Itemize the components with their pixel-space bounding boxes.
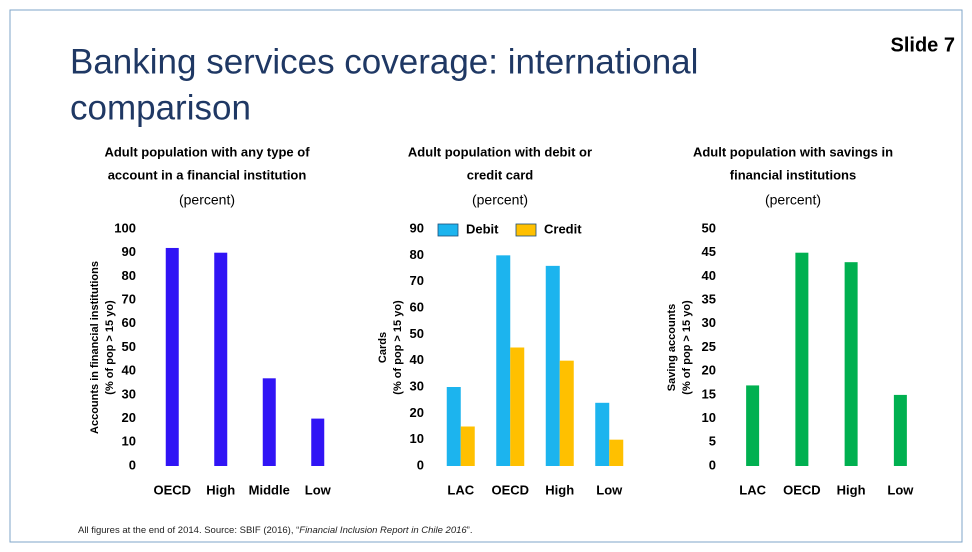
- x-tick-label: Low: [305, 482, 332, 497]
- y-tick-label: 5: [709, 434, 716, 449]
- x-tick-label: High: [206, 482, 235, 497]
- chart-title: financial institutions: [730, 167, 856, 182]
- y-tick-label: 30: [122, 386, 136, 401]
- bar: [262, 378, 276, 466]
- legend-label: Credit: [544, 221, 582, 236]
- y-axis-label: Accounts in financial institutions: [89, 261, 101, 434]
- bar: [460, 426, 475, 466]
- slide-title: comparison: [70, 88, 251, 127]
- legend-swatch: [437, 223, 459, 237]
- y-axis-label: Cards: [377, 332, 389, 363]
- y-tick-label: 30: [410, 378, 424, 393]
- y-axis-label: (% of pop > 15 yo): [392, 300, 404, 395]
- y-axis-label: (% of pop > 15 yo): [104, 300, 116, 395]
- bar: [214, 252, 228, 466]
- chart-subtitle: (percent): [179, 192, 235, 208]
- y-tick-label: 100: [114, 220, 136, 235]
- y-tick-label: 70: [410, 273, 424, 288]
- x-tick-label: Middle: [249, 482, 290, 497]
- bar: [844, 262, 858, 466]
- y-tick-label: 90: [410, 220, 424, 235]
- y-tick-label: 70: [122, 292, 136, 307]
- x-tick-label: Low: [596, 482, 623, 497]
- y-tick-label: 0: [417, 457, 424, 472]
- chart-title: Adult population with savings in: [693, 144, 893, 159]
- bar: [446, 387, 461, 466]
- bar: [595, 402, 610, 466]
- y-tick-label: 35: [702, 292, 716, 307]
- slide-border: [9, 9, 963, 543]
- y-tick-label: 20: [122, 410, 136, 425]
- x-tick-label: LAC: [447, 482, 474, 497]
- y-tick-label: 0: [709, 457, 716, 472]
- bar: [496, 255, 511, 466]
- y-tick-label: 10: [410, 431, 424, 446]
- x-tick-label: High: [837, 482, 866, 497]
- y-tick-label: 90: [122, 244, 136, 259]
- y-tick-label: 45: [702, 244, 716, 259]
- y-tick-label: 50: [702, 220, 716, 235]
- y-tick-label: 80: [410, 247, 424, 262]
- bar: [559, 360, 574, 466]
- y-tick-label: 10: [702, 410, 716, 425]
- chart-subtitle: (percent): [765, 192, 821, 208]
- footnote-italic: Financial Inclusion Report in Chile 2016: [299, 525, 467, 536]
- footnote-text: ”.: [466, 525, 473, 536]
- slide-label: Slide 7: [891, 34, 955, 56]
- bar: [893, 394, 907, 466]
- chart-title: Adult population with any type of: [104, 144, 310, 159]
- y-tick-label: 50: [122, 339, 136, 354]
- bar: [311, 418, 325, 466]
- x-tick-label: OECD: [491, 482, 529, 497]
- y-tick-label: 60: [122, 315, 136, 330]
- bar: [609, 439, 624, 466]
- chart-title: credit card: [467, 167, 534, 182]
- legend-label: Debit: [466, 221, 499, 236]
- bar: [746, 385, 760, 466]
- x-tick-label: High: [545, 482, 574, 497]
- y-tick-label: 80: [122, 268, 136, 283]
- x-tick-label: LAC: [739, 482, 766, 497]
- chart-title: Adult population with debit or: [408, 144, 592, 159]
- y-tick-label: 25: [702, 339, 716, 354]
- y-tick-label: 60: [410, 299, 424, 314]
- y-tick-label: 0: [129, 457, 136, 472]
- bar: [795, 252, 809, 466]
- bar: [165, 247, 179, 466]
- y-axis-label: Saving accounts: [666, 304, 678, 391]
- y-tick-label: 40: [702, 268, 716, 283]
- x-tick-label: OECD: [153, 482, 191, 497]
- x-tick-label: Low: [887, 482, 914, 497]
- footnote: All figures at the end of 2014. Source: …: [78, 525, 472, 536]
- chart-title: account in a financial institution: [108, 167, 307, 182]
- y-tick-label: 30: [702, 315, 716, 330]
- y-tick-label: 10: [122, 434, 136, 449]
- y-tick-label: 40: [122, 363, 136, 378]
- y-tick-label: 15: [702, 386, 716, 401]
- slide-title: Banking services coverage: international: [70, 42, 698, 81]
- bar: [510, 347, 525, 466]
- y-tick-label: 50: [410, 326, 424, 341]
- legend-swatch: [515, 223, 537, 237]
- bar: [545, 265, 560, 466]
- y-tick-label: 20: [410, 405, 424, 420]
- chart-subtitle: (percent): [472, 192, 528, 208]
- y-tick-label: 20: [702, 363, 716, 378]
- y-tick-label: 40: [410, 352, 424, 367]
- x-tick-label: OECD: [783, 482, 821, 497]
- y-axis-label: (% of pop > 15 yo): [681, 300, 693, 395]
- footnote-text: All figures at the end of 2014. Source: …: [78, 525, 300, 536]
